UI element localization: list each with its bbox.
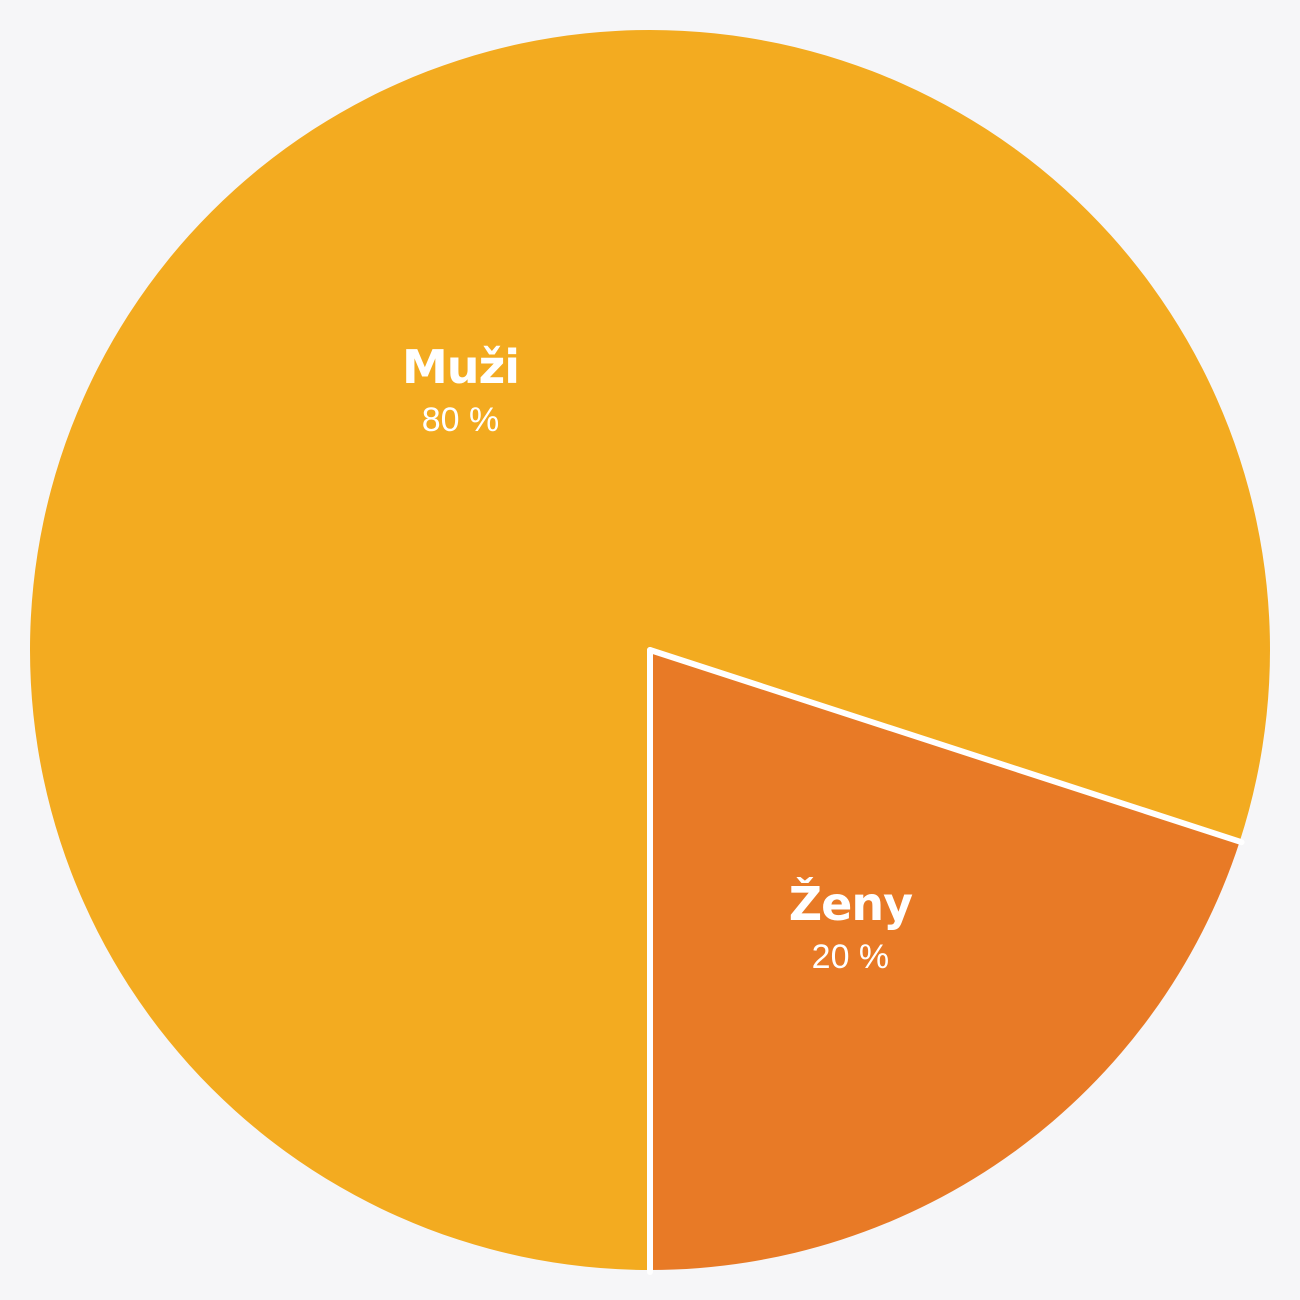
labels-layer: Ženy 20 % Muži 80 %: [402, 340, 914, 976]
separators-layer: [647, 647, 1245, 1275]
slice-label-name: Ženy: [789, 877, 913, 931]
pie-slice-zeny: [650, 650, 1240, 1270]
slice-label-name: Muži: [402, 340, 519, 394]
slice-label-value: 20 %: [812, 938, 890, 976]
slice-label-value: 80 %: [422, 401, 500, 439]
slice-separator: [647, 647, 1245, 846]
